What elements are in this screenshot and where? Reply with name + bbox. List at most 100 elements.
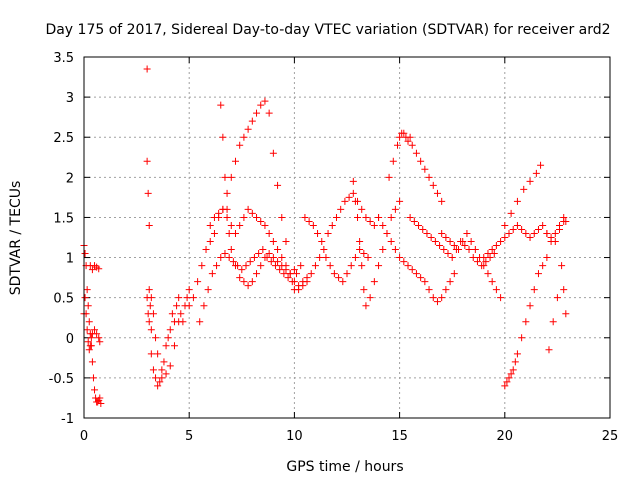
y-tick-label: 3.5: [53, 51, 74, 66]
data-point: [265, 250, 273, 258]
data-point: [513, 350, 521, 358]
data-point: [465, 246, 473, 254]
data-point: [410, 217, 418, 225]
data-point: [244, 125, 252, 133]
data-point: [213, 262, 221, 270]
data-point: [379, 246, 387, 254]
data-point: [257, 217, 265, 225]
data-point: [88, 266, 96, 274]
data-point: [423, 229, 431, 237]
data-point: [147, 294, 155, 302]
data-point: [290, 286, 298, 294]
data-point: [391, 205, 399, 213]
data-point: [440, 246, 448, 254]
data-point: [425, 173, 433, 181]
data-point: [400, 258, 408, 266]
data-point: [89, 374, 97, 382]
data-point: [221, 173, 229, 181]
data-point: [276, 266, 284, 274]
data-point: [236, 141, 244, 149]
data-point: [551, 238, 559, 246]
data-point: [236, 221, 244, 229]
data-point: [341, 197, 349, 205]
data-point: [539, 221, 547, 229]
data-point: [406, 213, 414, 221]
data-point: [349, 177, 357, 185]
data-point: [467, 238, 475, 246]
y-tick-label: 1.5: [53, 211, 74, 226]
data-point: [318, 238, 326, 246]
data-point: [530, 229, 538, 237]
data-point: [551, 229, 559, 237]
data-point: [526, 177, 534, 185]
data-point: [560, 213, 568, 221]
data-point: [85, 318, 93, 326]
data-point: [290, 278, 298, 286]
data-point: [269, 149, 277, 157]
data-point: [200, 302, 208, 310]
data-point: [408, 266, 416, 274]
data-point: [311, 262, 319, 270]
data-point: [501, 382, 509, 390]
data-point: [370, 278, 378, 286]
data-point: [547, 234, 555, 241]
data-point: [238, 266, 246, 274]
data-point: [202, 246, 210, 254]
data-point: [345, 193, 353, 201]
data-point: [244, 205, 252, 213]
data-point: [185, 286, 193, 294]
data-point: [261, 97, 269, 105]
data-point: [404, 262, 412, 270]
data-point: [335, 274, 343, 282]
data-point: [366, 294, 374, 302]
data-point: [537, 161, 545, 169]
data-point: [261, 254, 269, 262]
data-point: [152, 334, 160, 342]
data-point: [366, 217, 374, 225]
data-point: [177, 310, 185, 318]
data-point: [450, 270, 458, 278]
data-point: [206, 238, 214, 246]
data-point: [170, 342, 178, 350]
data-point: [534, 270, 542, 278]
data-point: [492, 242, 500, 250]
data-point: [497, 238, 505, 246]
data-point: [185, 302, 193, 310]
data-point: [309, 221, 317, 229]
data-point: [492, 286, 500, 294]
data-point: [307, 270, 315, 278]
data-point: [448, 254, 456, 262]
data-point: [393, 141, 401, 149]
x-tick-label: 5: [185, 429, 193, 444]
data-point: [522, 229, 530, 237]
data-point: [284, 274, 292, 282]
data-point: [297, 262, 305, 270]
data-point: [152, 374, 160, 382]
data-point: [94, 398, 102, 406]
data-point: [175, 318, 183, 326]
data-point: [347, 262, 355, 270]
data-point: [95, 334, 103, 342]
data-point: [406, 133, 414, 141]
data-point: [332, 213, 340, 221]
data-point: [320, 246, 328, 254]
data-point: [303, 274, 311, 282]
data-point: [450, 242, 458, 250]
data-point: [513, 221, 521, 229]
data-point: [473, 258, 481, 266]
data-point: [206, 221, 214, 229]
data-point: [337, 205, 345, 213]
data-point: [518, 334, 526, 342]
data-point: [513, 197, 521, 205]
data-point: [509, 225, 517, 233]
data-point: [419, 225, 427, 233]
plot-frame: [83, 56, 611, 419]
data-point: [505, 374, 513, 382]
data-point: [231, 229, 239, 237]
data-point: [383, 229, 391, 237]
data-point: [484, 270, 492, 278]
data-point: [227, 173, 235, 181]
data-point: [349, 189, 357, 197]
data-point: [314, 229, 322, 237]
data-point: [562, 217, 570, 225]
